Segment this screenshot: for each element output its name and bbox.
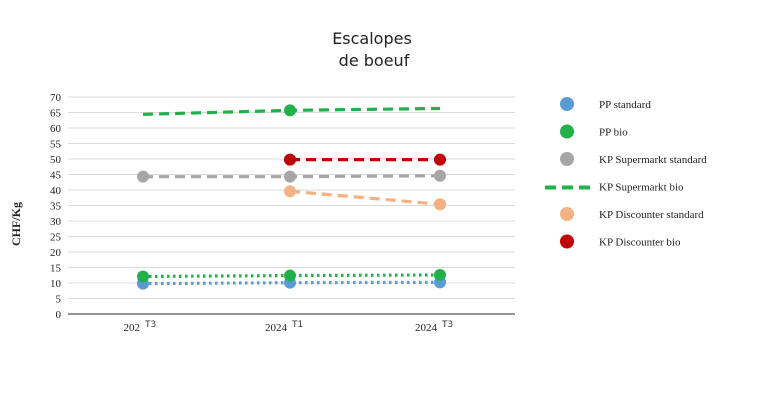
x-tick-labels: 202 T3 2024 T1 2024 T3: [124, 320, 454, 334]
chart-title-line-2: de boeuf: [339, 51, 410, 70]
point-s5-1: [284, 153, 296, 166]
point-s5-2: [434, 153, 446, 166]
chart-title-line-1: Escalopes: [332, 29, 412, 48]
y-tick-20: 20: [50, 247, 62, 259]
y-tick-40: 40: [50, 185, 62, 197]
legend-label-4: KP Discounter standard: [599, 209, 704, 221]
point-s1-1: [284, 269, 296, 282]
point-s1-0: [137, 270, 149, 283]
legend-label-0: PP standard: [599, 99, 651, 111]
y-tick-60: 60: [50, 123, 62, 135]
y-tick-15: 15: [50, 263, 62, 275]
point-s1-2: [434, 268, 446, 281]
legend-swatch-4: [560, 207, 574, 221]
y-tick-25: 25: [50, 232, 62, 244]
legend-label-3: KP Supermarkt bio: [599, 182, 684, 194]
y-tick-10: 10: [50, 278, 62, 290]
x-tick-sub-0: T3: [144, 320, 156, 330]
y-tick-5: 5: [56, 294, 62, 306]
legend-swatch-2: [560, 152, 574, 166]
y-tick-65: 65: [50, 108, 62, 120]
x-tick-sub-2: T3: [441, 320, 453, 330]
legend-swatch-0: [560, 97, 574, 111]
y-tick-45: 45: [50, 170, 62, 182]
y-tick-35: 35: [50, 201, 62, 213]
series-line-4: [289, 189, 441, 206]
legend-swatch-5: [560, 234, 574, 249]
point-s2-2: [434, 169, 446, 182]
point-s4-2: [434, 198, 446, 211]
series-line-0: [142, 280, 441, 286]
point-s2-1: [284, 170, 296, 183]
y-tick-0: 0: [56, 309, 62, 321]
legend-label-5: KP Discounter bio: [599, 237, 681, 249]
series-markers: [137, 104, 446, 290]
y-axis-label: CHF/Kg: [9, 202, 23, 246]
x-tick-2: 2024: [415, 322, 438, 334]
legend-label-2: KP Supermarkt standard: [599, 154, 707, 166]
point-s4-1: [284, 185, 296, 198]
legend-swatch-1: [560, 124, 574, 139]
y-tick-30: 30: [50, 216, 62, 228]
x-tick-1: 2024: [265, 322, 288, 334]
x-tick-sub-1: T1: [291, 320, 303, 330]
point-s3-1: [284, 104, 296, 117]
legend: PP standard PP bio KP Supermarkt standard K…: [545, 97, 707, 249]
y-tick-55: 55: [50, 139, 62, 151]
y-tick-labels: 0 5 10 15 20 25 30 35 40 45 50 55 60 65 70: [50, 92, 62, 321]
x-tick-0: 202: [124, 322, 141, 334]
point-s2-0: [137, 170, 149, 183]
y-tick-70: 70: [50, 92, 62, 104]
series-line-1: [142, 273, 441, 279]
legend-label-1: PP bio: [599, 127, 628, 139]
y-tick-50: 50: [50, 154, 62, 166]
